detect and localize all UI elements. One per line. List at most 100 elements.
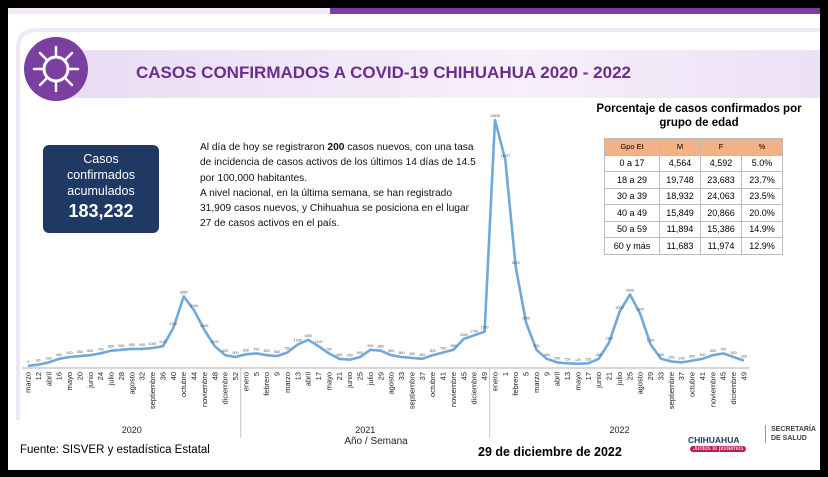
cell: 12.9% bbox=[741, 237, 783, 255]
cell: 50 a 59 bbox=[604, 220, 660, 238]
data-label: 600 bbox=[222, 349, 228, 353]
cell: 23,683 bbox=[700, 171, 742, 189]
data-label: 13636 bbox=[490, 114, 500, 118]
x-tick-label: noviembre bbox=[200, 372, 209, 407]
x-tick-label: diciembre bbox=[470, 372, 479, 405]
x-tick-label: 9 bbox=[542, 372, 551, 376]
data-label: 700 bbox=[98, 347, 104, 351]
data-label: 1700 bbox=[470, 329, 478, 333]
x-tick-label: junio bbox=[86, 372, 95, 389]
x-tick-label: octubre bbox=[688, 372, 697, 397]
header-cell: M bbox=[659, 138, 701, 156]
title-bar bbox=[70, 50, 820, 98]
data-label: 400 bbox=[596, 353, 602, 357]
cell: 18 a 29 bbox=[604, 171, 660, 189]
data-label: 11427 bbox=[500, 154, 510, 158]
x-tick-label: 33 bbox=[656, 372, 665, 380]
data-label: 1100 bbox=[159, 340, 167, 344]
data-label: 1200 bbox=[294, 338, 302, 342]
data-label: 550 bbox=[77, 350, 83, 354]
x-tick-label: octubre bbox=[179, 372, 188, 397]
data-label: 700 bbox=[326, 347, 332, 351]
data-label: 400 bbox=[336, 353, 342, 357]
data-label: 850 bbox=[378, 345, 384, 349]
data-label: 700 bbox=[253, 347, 259, 351]
data-label: 400 bbox=[658, 353, 664, 357]
date: 29 de diciembre de 2022 bbox=[478, 445, 622, 459]
x-tick-label: 44 bbox=[190, 372, 199, 380]
data-label: 1900 bbox=[481, 326, 489, 330]
cell: 11,974 bbox=[700, 237, 742, 255]
x-tick-label: agosto bbox=[387, 372, 396, 395]
x-tick-label: 52 bbox=[231, 372, 240, 380]
x-tick-label: 45 bbox=[719, 372, 728, 380]
data-label: 350 bbox=[347, 354, 353, 358]
data-label: 850 bbox=[108, 345, 114, 349]
data-label: 250 bbox=[668, 355, 674, 359]
cell: 15,849 bbox=[659, 204, 701, 222]
summary-value: 183,232 bbox=[68, 201, 134, 221]
x-tick-label: 17 bbox=[584, 372, 593, 380]
data-label: 300 bbox=[741, 355, 747, 359]
data-label: 600 bbox=[87, 349, 93, 353]
data-label: 600 bbox=[264, 349, 270, 353]
data-label: 400 bbox=[56, 353, 62, 357]
x-tick-label: febrero bbox=[511, 372, 520, 396]
x-tick-label: 21 bbox=[605, 372, 614, 380]
x-tick-label: julio bbox=[615, 372, 624, 386]
x-tick-label: 24 bbox=[96, 372, 105, 380]
header-cell: F bbox=[700, 138, 742, 156]
data-label: 400 bbox=[699, 353, 705, 357]
data-label: 450 bbox=[409, 352, 415, 356]
x-tick-label: 20 bbox=[75, 372, 84, 380]
x-tick-label: enero bbox=[490, 372, 499, 391]
data-label: 600 bbox=[430, 349, 436, 353]
x-tick-label: 49 bbox=[480, 372, 489, 380]
x-tick-label: 41 bbox=[439, 372, 448, 380]
notes: Al día de hoy se registraron 200 casos n… bbox=[200, 140, 480, 232]
cell: 20,866 bbox=[700, 204, 742, 222]
cell: 4,592 bbox=[700, 154, 742, 172]
x-tick-label: 1 bbox=[501, 372, 510, 376]
cell: 11,683 bbox=[659, 237, 701, 255]
x-tick-label: noviembre bbox=[449, 372, 458, 407]
x-tick-label: 37 bbox=[677, 372, 686, 380]
x-tick-label: 5 bbox=[522, 372, 531, 376]
x-tick-label: 37 bbox=[418, 372, 427, 380]
cell: 4,564 bbox=[659, 154, 701, 172]
x-tick-label: marzo bbox=[24, 372, 33, 393]
data-label: 1100 bbox=[315, 340, 323, 344]
x-tick-label: 16 bbox=[55, 372, 64, 380]
x-tick-label: noviembre bbox=[708, 372, 717, 407]
logo: CHIHUAHUA bbox=[688, 435, 740, 445]
x-tick-label: junio bbox=[345, 372, 354, 389]
x-tick-label: septiembre bbox=[667, 372, 676, 409]
x-tick-label: agosto bbox=[636, 372, 645, 395]
data-label: 200 bbox=[679, 356, 685, 360]
top-bar bbox=[330, 8, 820, 14]
x-tick-label: 29 bbox=[376, 372, 385, 380]
cell: 23.5% bbox=[741, 187, 783, 205]
data-label: 400 bbox=[544, 353, 550, 357]
data-label: 500 bbox=[233, 351, 239, 355]
x-tick-label: 25 bbox=[625, 372, 634, 380]
data-label: 120 bbox=[575, 358, 581, 362]
data-label: 200 bbox=[46, 356, 52, 360]
x-tick-label: 25 bbox=[356, 372, 365, 380]
x-tick-label: 32 bbox=[138, 372, 147, 380]
table-row: 18 a 29 19,748 23,683 23.7% bbox=[604, 171, 783, 189]
data-label: 3100 bbox=[190, 304, 198, 308]
data-label: 900 bbox=[367, 344, 373, 348]
decor bbox=[8, 8, 820, 420]
table-row: 0 a 17 4,564 4,592 5.0% bbox=[604, 154, 783, 172]
source: Fuente: SISVER y estadística Estatal bbox=[20, 444, 210, 456]
data-label: 2100 bbox=[169, 322, 177, 326]
x-tick-label: abril bbox=[304, 372, 313, 387]
text: 200 bbox=[327, 142, 345, 153]
table-row: 60 y más 11,683 11,974 12.9% bbox=[604, 237, 783, 255]
cell: 5.0% bbox=[741, 154, 783, 172]
table-row: 30 a 39 18,932 24,063 23.5% bbox=[604, 187, 783, 205]
text: casos nuevos, con una tasa de incidencia… bbox=[200, 142, 476, 184]
cell: 11,894 bbox=[659, 220, 701, 238]
